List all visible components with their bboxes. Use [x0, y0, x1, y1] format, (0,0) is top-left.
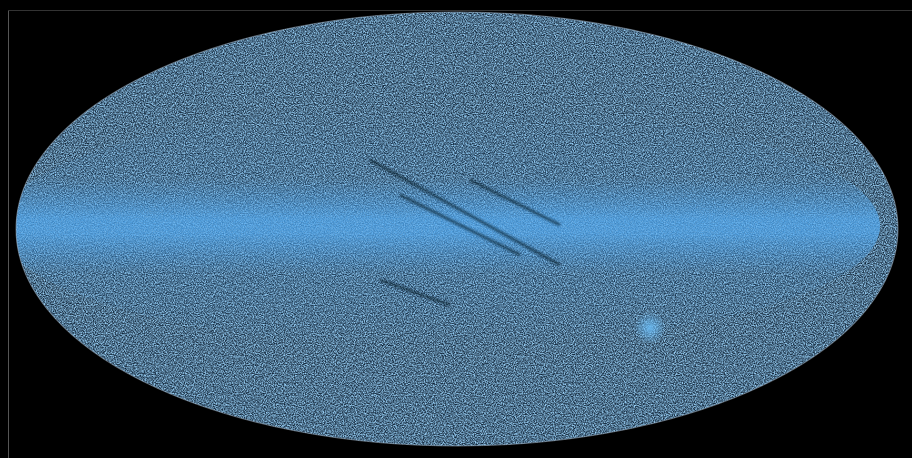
dwarf-galaxy	[634, 312, 666, 344]
sky-projection	[0, 0, 912, 458]
page	[0, 0, 912, 458]
star-field-bright	[0, 0, 912, 458]
sky-map	[0, 0, 912, 458]
